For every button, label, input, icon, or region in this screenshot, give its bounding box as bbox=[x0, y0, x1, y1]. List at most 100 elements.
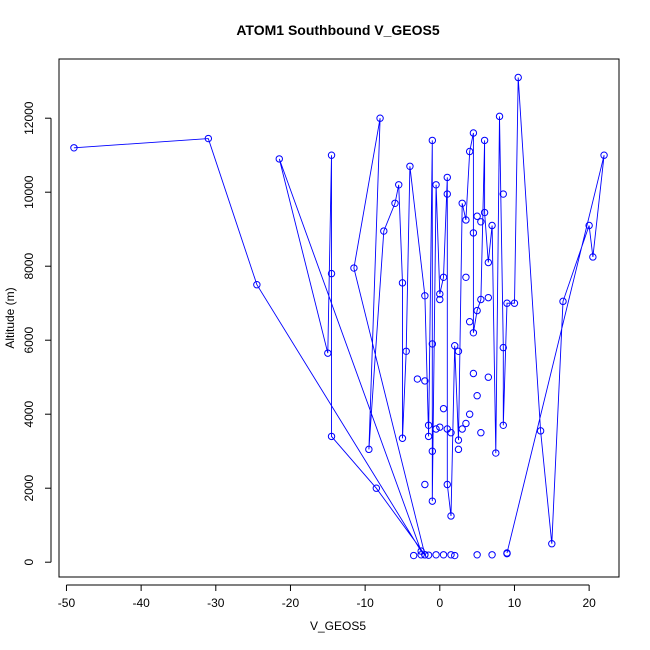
x-tick-label: -50 bbox=[58, 596, 76, 610]
data-point bbox=[473, 306, 481, 315]
y-axis: 0 2000 4000 6000 8000 10000 12000 bbox=[22, 101, 52, 566]
data-point bbox=[469, 329, 478, 337]
y-tick-label: 0 bbox=[22, 559, 36, 566]
data-point bbox=[372, 484, 381, 492]
data-point bbox=[436, 423, 444, 431]
data-point bbox=[454, 436, 463, 444]
data-point bbox=[477, 429, 485, 437]
data-point bbox=[462, 273, 470, 281]
x-axis: -50 -40 -30 -20 -10 0 10 20 bbox=[58, 584, 596, 610]
data-point bbox=[398, 279, 407, 287]
data-point bbox=[428, 497, 437, 505]
data-point bbox=[469, 369, 478, 378]
y-tick-label: 2000 bbox=[22, 475, 36, 502]
data-point bbox=[462, 216, 470, 224]
data-point bbox=[451, 551, 459, 560]
data-point bbox=[424, 551, 433, 559]
data-point bbox=[458, 425, 466, 433]
data-point bbox=[204, 134, 213, 143]
data-point bbox=[447, 551, 455, 559]
chart-title: ATOM1 Southbound V_GEOS5 bbox=[236, 22, 439, 38]
data-point bbox=[447, 512, 455, 520]
data-point bbox=[477, 218, 485, 226]
data-point bbox=[473, 551, 481, 559]
data-point bbox=[428, 340, 437, 348]
data-point bbox=[484, 258, 493, 267]
data-point bbox=[327, 432, 336, 441]
y-tick-label: 12000 bbox=[22, 101, 36, 135]
data-point bbox=[480, 136, 489, 145]
data-point bbox=[495, 112, 504, 121]
data-point bbox=[443, 480, 451, 489]
data-point bbox=[417, 551, 425, 559]
data-point bbox=[499, 190, 507, 198]
data-point bbox=[585, 221, 593, 230]
data-point bbox=[436, 295, 444, 304]
data-point bbox=[424, 432, 433, 441]
data-point bbox=[402, 347, 410, 355]
data-point bbox=[458, 199, 466, 208]
y-tick-label: 8000 bbox=[22, 253, 36, 280]
x-axis-label: V_GEOS5 bbox=[310, 619, 366, 633]
data-point bbox=[439, 551, 448, 559]
data-point bbox=[473, 212, 481, 220]
data-point bbox=[514, 73, 522, 82]
data-point bbox=[432, 551, 440, 559]
data-point bbox=[365, 445, 373, 454]
data-point bbox=[439, 273, 448, 281]
y-tick-label: 10000 bbox=[22, 175, 36, 209]
data-point bbox=[447, 429, 455, 437]
data-point bbox=[477, 295, 485, 304]
data-point bbox=[421, 551, 429, 559]
data-point bbox=[559, 297, 567, 306]
data-point bbox=[484, 293, 493, 302]
data-point bbox=[398, 434, 407, 442]
data-point bbox=[548, 540, 556, 548]
data-point bbox=[503, 549, 511, 558]
data-point bbox=[409, 551, 418, 560]
x-tick-label: 10 bbox=[508, 596, 522, 610]
x-tick-label: 0 bbox=[436, 596, 443, 610]
data-point bbox=[421, 377, 429, 385]
x-tick-label: -30 bbox=[207, 596, 225, 610]
data-point bbox=[465, 318, 474, 326]
data-point bbox=[536, 427, 545, 435]
data-point bbox=[275, 155, 283, 163]
data-point bbox=[424, 421, 433, 429]
data-point bbox=[327, 151, 336, 159]
data-point bbox=[413, 375, 422, 383]
data-point bbox=[488, 551, 496, 559]
data-point bbox=[350, 264, 358, 272]
data-point bbox=[253, 281, 261, 289]
data-point bbox=[436, 290, 444, 298]
data-point bbox=[484, 373, 493, 381]
data-point bbox=[432, 425, 440, 433]
data-point bbox=[391, 199, 399, 208]
data-point bbox=[406, 162, 414, 171]
data-point bbox=[600, 151, 608, 159]
data-point bbox=[473, 392, 481, 400]
data-point bbox=[417, 547, 425, 555]
data-point bbox=[492, 449, 500, 457]
data-point bbox=[443, 425, 451, 433]
y-axis-label: Altitude (m) bbox=[3, 287, 17, 348]
data-point bbox=[462, 419, 470, 428]
data-point bbox=[380, 227, 388, 235]
data-point bbox=[499, 343, 507, 352]
x-tick-label: -20 bbox=[282, 596, 300, 610]
data-point bbox=[469, 229, 478, 237]
data-point bbox=[503, 299, 511, 307]
data-point bbox=[454, 347, 463, 355]
data-point bbox=[376, 114, 384, 122]
x-tick-label: -40 bbox=[132, 596, 150, 610]
data-point bbox=[443, 173, 451, 182]
data-point bbox=[443, 190, 451, 198]
plot-frame bbox=[58, 58, 620, 578]
data-point bbox=[488, 221, 496, 230]
data-point bbox=[428, 136, 437, 145]
series-line bbox=[73, 77, 605, 556]
data-point bbox=[454, 445, 463, 454]
y-tick-label: 6000 bbox=[22, 327, 36, 354]
x-tick-label: 20 bbox=[582, 596, 596, 610]
